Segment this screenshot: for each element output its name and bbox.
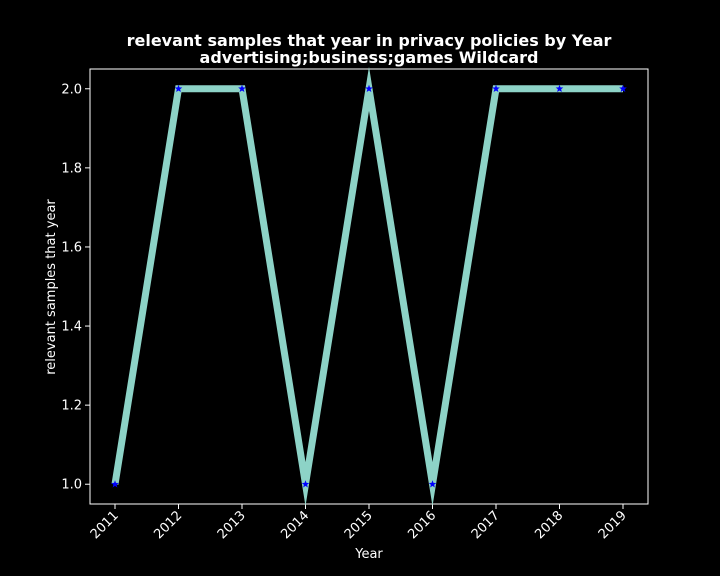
data-point-marker [111,480,119,488]
data-point-marker [174,84,183,93]
data-point-marker [365,84,373,93]
y-tick-label: 1.0 [61,478,82,493]
data-point-marker [555,84,564,93]
y-axis: 1.0 1.2 1.4 1.6 1.8 2.0 [61,82,90,493]
series-line-group [111,66,627,507]
y-axis-label: relevant samples that year [44,199,59,375]
y-tick-label: 2.0 [61,82,82,97]
y-tick-label: 1.6 [61,240,82,255]
chart-title-line2: advertising;business;games Wildcard [200,48,539,67]
x-axis-label: Year [354,547,383,562]
data-point-marker [238,84,246,93]
data-point-marker [428,480,437,488]
y-tick-label: 1.2 [61,399,82,414]
y-tick-label: 1.8 [61,161,82,176]
data-point-marker [492,84,500,93]
data-point-marker [301,480,310,488]
y-tick-label: 1.4 [61,320,82,335]
data-point-marker [619,84,627,93]
chart-title-line1: relevant samples that year in privacy po… [127,31,612,50]
